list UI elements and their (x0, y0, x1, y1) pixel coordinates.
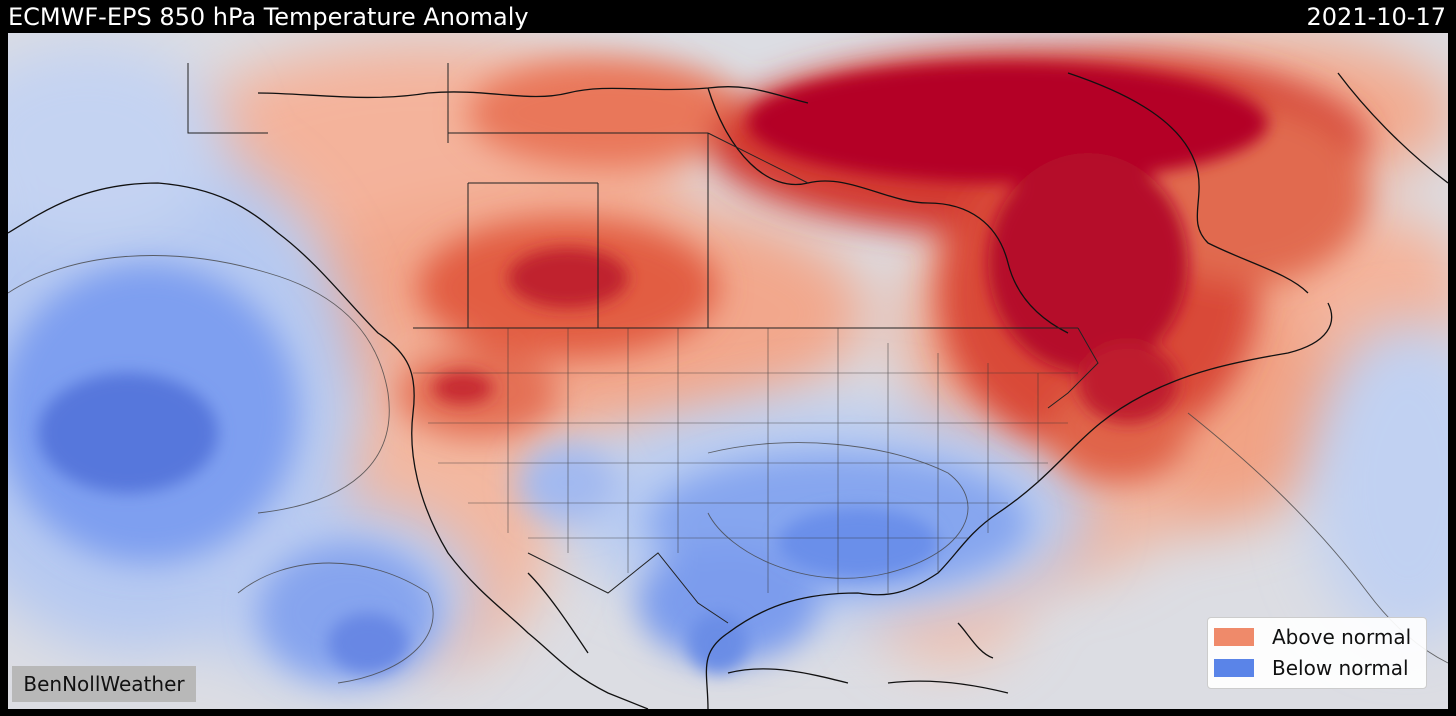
legend-label-above: Above normal (1272, 625, 1412, 649)
political-borders (187, 63, 1099, 624)
anomaly-contours (8, 255, 1448, 684)
legend-label-below: Below normal (1272, 656, 1409, 680)
map-date: 2021-10-17 (1306, 3, 1446, 31)
below-normal-swatch (1214, 659, 1254, 677)
anomaly-map (8, 33, 1448, 709)
title-bar: ECMWF-EPS 850 hPa Temperature Anomaly 20… (0, 0, 1456, 32)
above-normal-swatch (1214, 628, 1254, 646)
map-legend: Above normal Below normal (1207, 617, 1427, 689)
state-borders (413, 328, 1078, 593)
legend-item-above: Above normal (1214, 624, 1411, 650)
watermark-badge: BenNollWeather (12, 666, 196, 702)
legend-item-below: Below normal (1214, 655, 1409, 681)
coastlines (8, 72, 1448, 709)
anomaly-map-svg (8, 33, 1448, 709)
cold-anomaly-strong (38, 373, 938, 673)
map-title: ECMWF-EPS 850 hPa Temperature Anomaly (8, 3, 529, 31)
